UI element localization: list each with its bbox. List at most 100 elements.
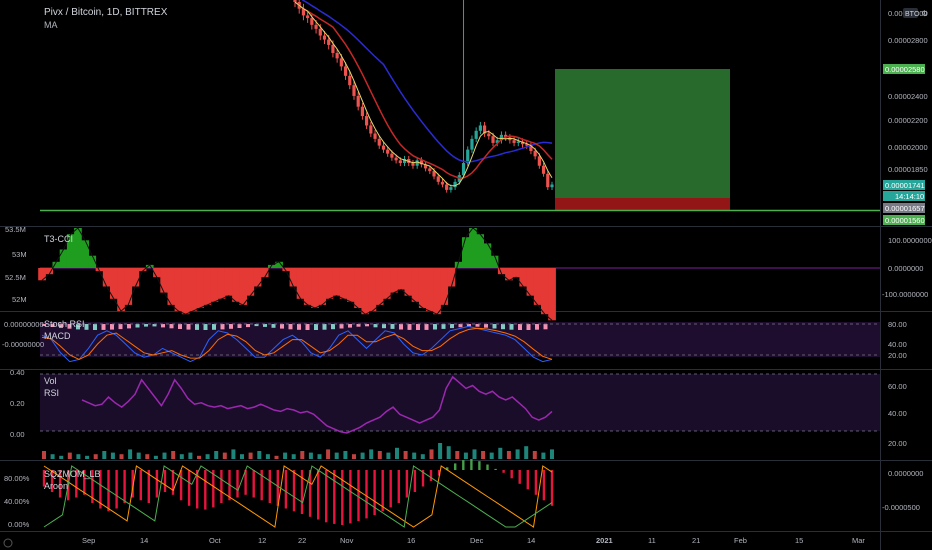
candle-body	[474, 130, 478, 139]
candle-body	[491, 136, 495, 143]
macd-bar	[169, 324, 174, 329]
logo-icon[interactable]	[3, 538, 13, 548]
volume-bar	[308, 452, 313, 459]
rsi-axis[interactable]: 0.40 0.20 0.00 60.00 40.00 20.00	[10, 368, 907, 448]
aroon-axis[interactable]: 80.00% 40.00% 0.00% 0.0000000 -0.0000500	[4, 469, 923, 529]
macd-bar	[186, 324, 191, 330]
sqzmom-bar	[99, 470, 102, 509]
sqzmom-bar	[550, 470, 554, 506]
cci-bar	[303, 268, 312, 305]
macd-histogram	[42, 324, 548, 330]
t3cci-axis[interactable]: 53.5M 53M 52.5M 52M 100.0000000 0.000000…	[5, 225, 932, 304]
cci-bar	[526, 268, 535, 296]
macd-bar	[254, 324, 259, 327]
cci-bar	[282, 268, 291, 272]
aroon-left-tick: 80.00%	[4, 474, 30, 483]
macd-bar	[144, 324, 148, 327]
time-tick: Oct	[209, 536, 222, 545]
gear-icon[interactable]: ⚙	[921, 9, 928, 18]
volume-bar	[352, 454, 356, 459]
loss-zone[interactable]	[555, 198, 730, 211]
macd-bar	[509, 324, 514, 330]
volume-bar	[231, 449, 236, 459]
cci-bar	[426, 268, 434, 312]
currency-label: BTC	[905, 11, 919, 18]
stop-badge: 0.00001657	[885, 204, 925, 213]
aroon-label: Aroon	[44, 481, 68, 491]
volume-bar	[205, 454, 210, 459]
volume-bar	[102, 451, 107, 459]
price-pane[interactable]	[0, 0, 880, 225]
currency-badge[interactable]: BTC ⚙	[903, 8, 928, 18]
cci-bar	[95, 268, 104, 272]
sqzmom-bar	[333, 470, 336, 524]
candle-body	[373, 133, 377, 139]
sqz-right-tick: -0.0000500	[882, 503, 920, 512]
volume-bar	[257, 451, 262, 459]
stoch-label: Stoch RSI	[44, 319, 85, 329]
cci-bar	[325, 268, 334, 299]
volume-bar	[42, 451, 46, 459]
sqzmom-bar	[276, 470, 279, 506]
stoch-left-tick: 0.00000000	[4, 320, 44, 329]
candle-body	[339, 58, 343, 67]
candle-body	[314, 24, 318, 29]
sqzmom-bar	[50, 470, 54, 492]
price-axis[interactable]: 0.00003000 0.00002800 0.00002400 0.00002…	[888, 9, 928, 174]
rsi-label: RSI	[44, 388, 59, 398]
volume-bar	[85, 455, 90, 459]
t3cci-outline	[41, 227, 553, 321]
volume-bar	[334, 452, 339, 459]
cci-bar	[52, 261, 61, 268]
macd-bar	[526, 324, 531, 330]
candle-body	[369, 125, 373, 134]
volume-bar	[136, 452, 141, 459]
volume-bar	[222, 452, 227, 459]
sqzmom-bar	[421, 470, 425, 487]
sqzmom-bar	[147, 470, 150, 503]
sqzmom-bar	[123, 470, 126, 503]
macd-bar	[356, 324, 361, 327]
cci-left-tick: 52M	[12, 295, 27, 304]
aroon-down-line	[43, 465, 553, 528]
cci-right-tick: 0.0000000	[888, 264, 923, 273]
time-tick: 22	[298, 536, 306, 545]
macd-bar	[348, 324, 352, 328]
sqzmom-bar	[518, 470, 521, 484]
macd-bar	[93, 324, 97, 330]
cci-right-tick: -100.0000000	[882, 290, 928, 299]
cci-left-tick: 52.5M	[5, 273, 26, 282]
macd-bar	[407, 324, 412, 330]
position-box[interactable]	[555, 69, 730, 211]
time-axis[interactable]: Sep 14 Oct 12 22 Nov 16 Dec 14 2021 11 2…	[82, 536, 865, 545]
candle-body	[470, 138, 474, 150]
stoch-right-tick: 80.00	[888, 320, 907, 329]
profit-zone[interactable]	[555, 69, 730, 198]
cci-bar	[74, 228, 82, 268]
stoch-d-line	[41, 327, 553, 360]
candle-body	[356, 95, 360, 107]
sqzmom-bar	[155, 470, 159, 498]
macd-bar	[195, 324, 199, 330]
cci-bar	[117, 268, 125, 312]
sqzmom-bar	[454, 463, 457, 470]
sqzmom-bar	[91, 470, 94, 503]
volume-bar	[291, 454, 296, 459]
candle-body	[440, 181, 445, 185]
volume-bar	[171, 451, 176, 459]
macd-bar	[67, 324, 72, 329]
sqzmom-bar	[365, 470, 368, 519]
volume-bar	[283, 452, 288, 459]
cci-bar	[160, 268, 168, 293]
stoch-axis[interactable]: 0.00000000 -0.00000000 80.00 40.00 20.00	[2, 320, 907, 360]
candle-body	[377, 138, 381, 146]
volume-bar	[420, 454, 425, 459]
sqzmom-bar	[163, 470, 167, 492]
volume-bar	[145, 454, 150, 459]
macd-bar	[101, 324, 106, 330]
sqzmom-bar	[446, 467, 449, 471]
sqzmom-bar	[179, 470, 183, 501]
cci-bar	[189, 268, 197, 312]
macd-bar	[220, 324, 225, 330]
